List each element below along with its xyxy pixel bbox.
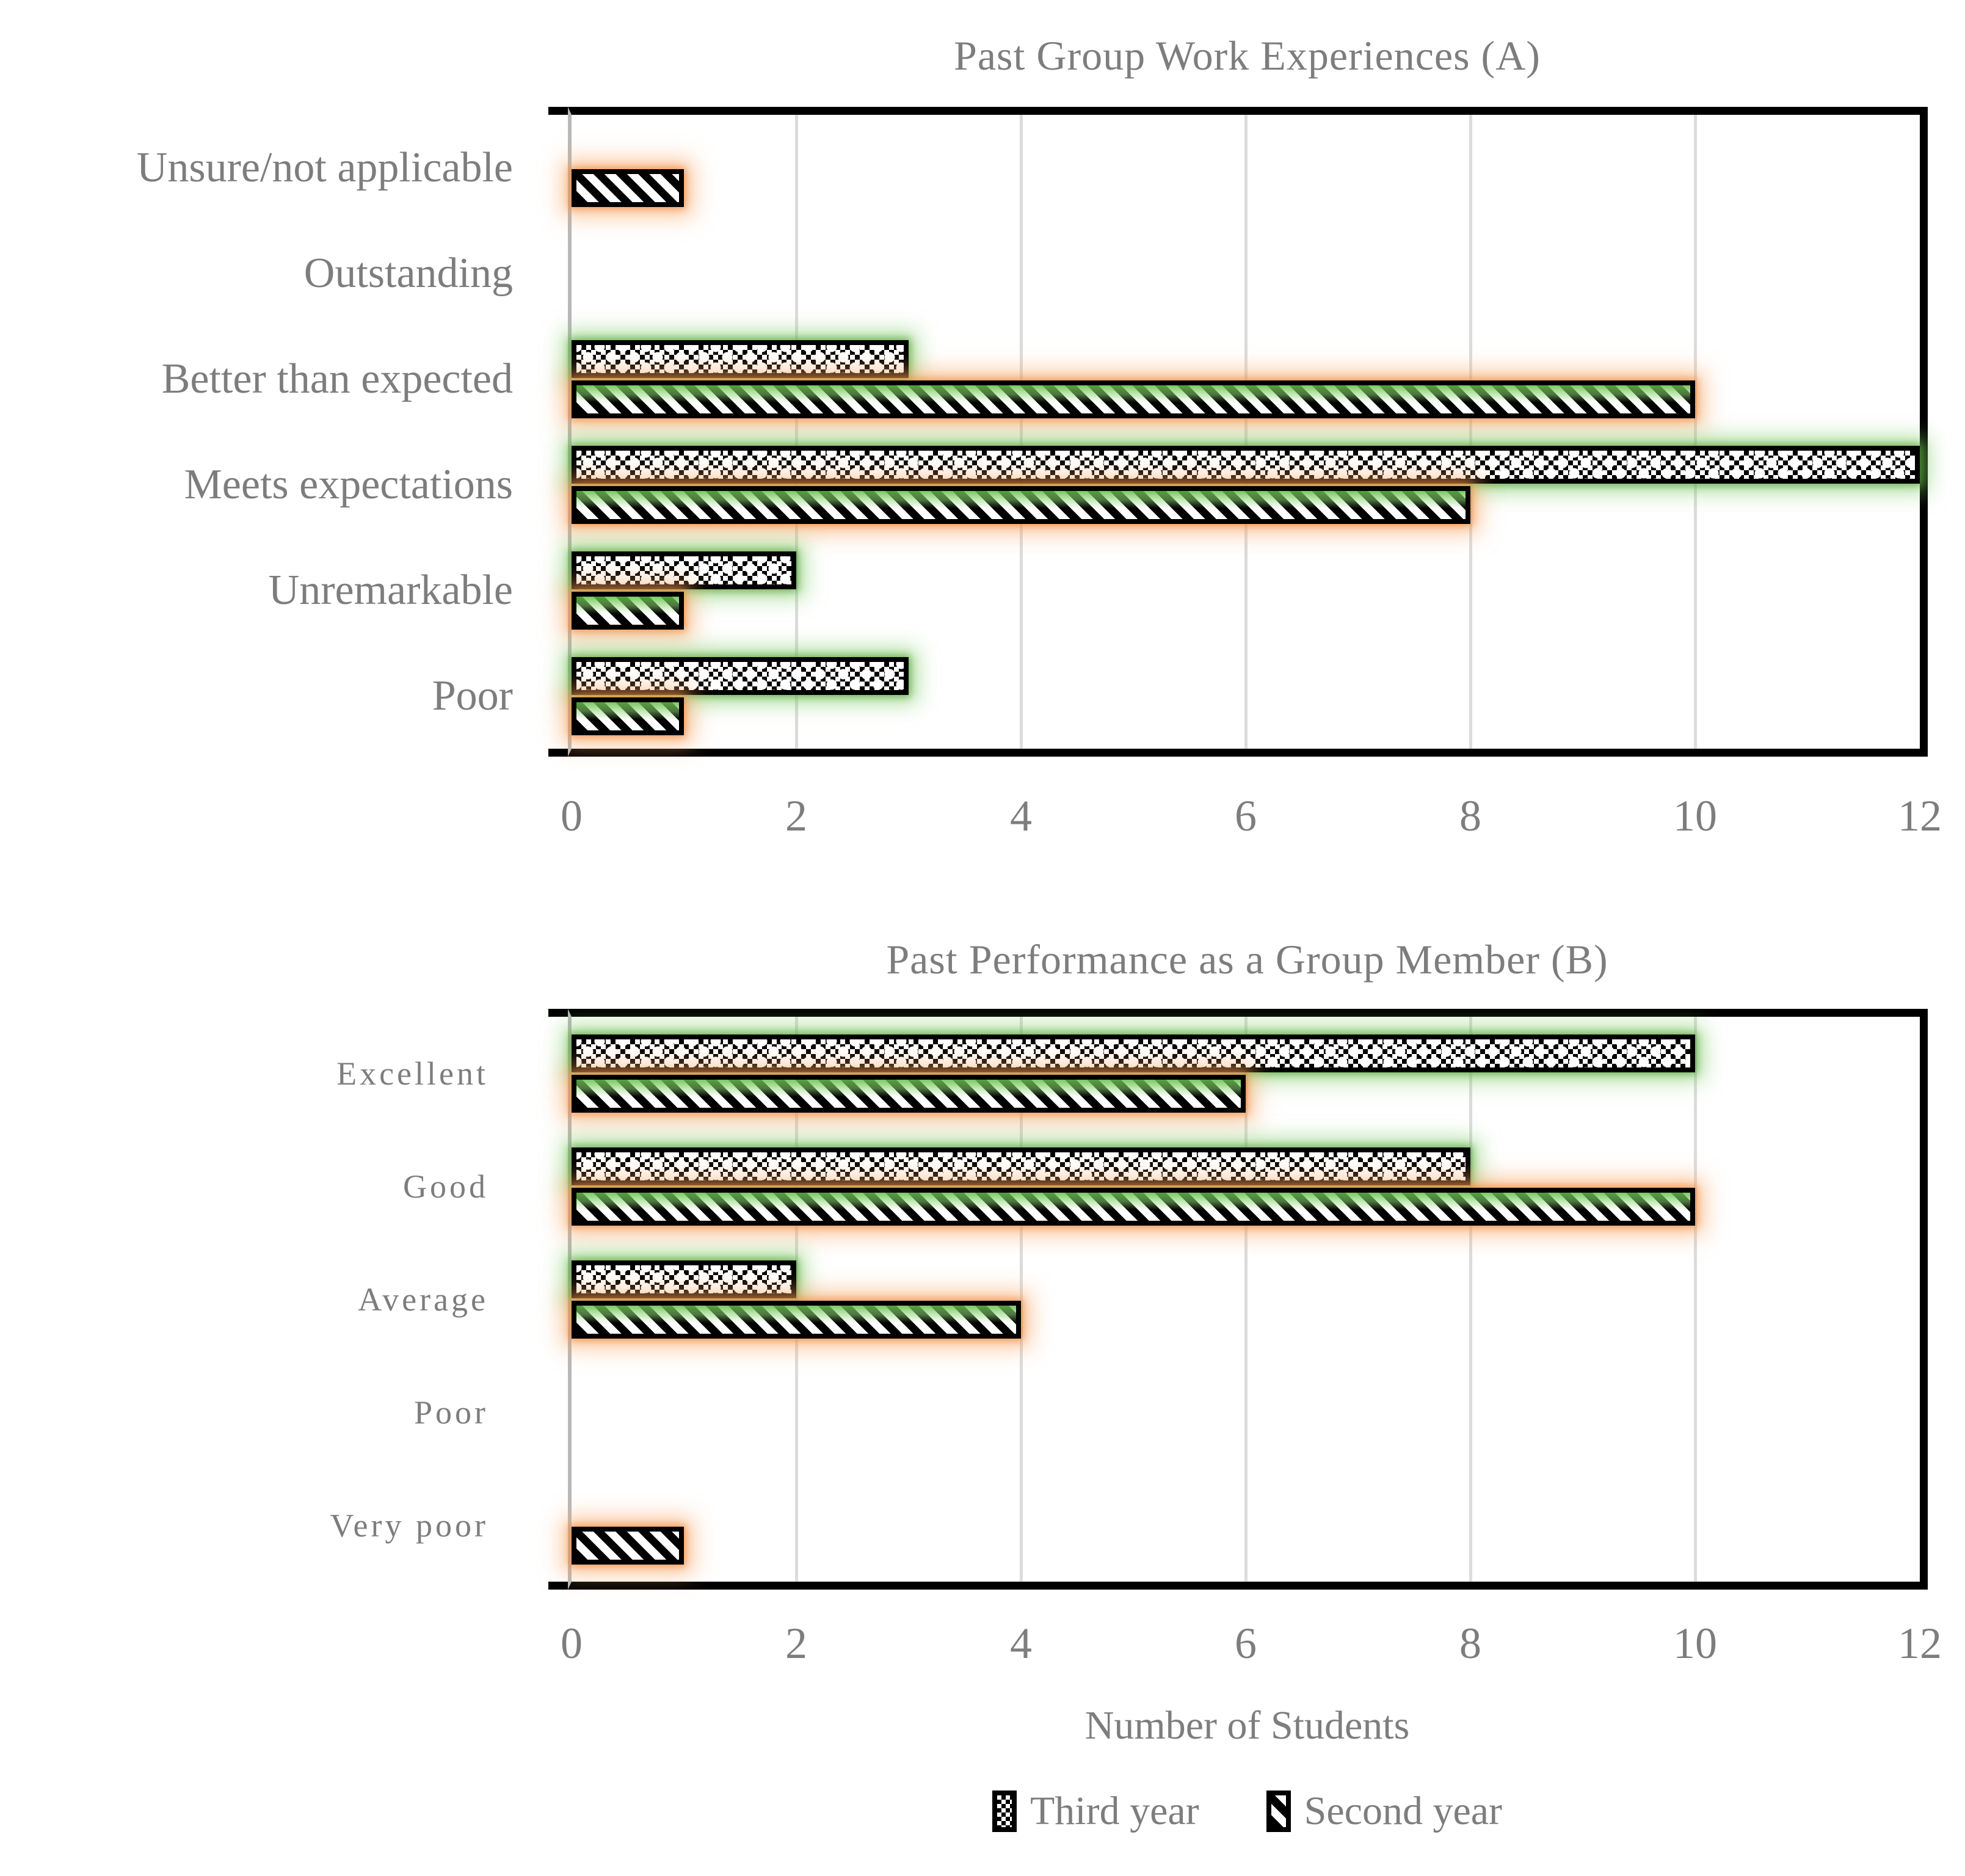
category-label: Poor	[413, 1394, 489, 1431]
chart-b-category-labels: Excellent Good Average Poor Very poor	[0, 1017, 489, 1582]
category-label: Meets expectations	[184, 460, 513, 508]
category-label: Unsure/not applicable	[136, 144, 513, 191]
x-tick-label: 10	[1673, 791, 1717, 840]
category-label: Poor	[432, 672, 513, 719]
third-year-swatch-icon	[992, 1791, 1017, 1832]
bar-second-year	[572, 697, 684, 735]
bar-third-year	[572, 445, 1920, 484]
x-tick-label: 10	[1673, 1619, 1717, 1668]
gridline	[1019, 115, 1023, 749]
x-tick-label: 8	[1459, 791, 1481, 840]
bar-second-year	[572, 1187, 1695, 1226]
bar-second-year	[572, 591, 684, 630]
bar-second-year	[572, 169, 684, 207]
bar-second-year	[572, 380, 1695, 418]
bar-second-year	[572, 1526, 684, 1565]
gridline	[794, 115, 798, 749]
gridline	[1019, 1017, 1023, 1582]
bar-third-year	[572, 551, 796, 589]
bar-second-year	[572, 485, 1470, 524]
category-label: Unremarkable	[268, 566, 513, 614]
chart-a-title: Past Group Work Experiences (A)	[954, 32, 1541, 79]
chart-b-x-axis-ticks: 0 2 4 6 8 10 12	[561, 1618, 1942, 1673]
x-tick-label: 0	[561, 791, 583, 840]
gridline	[1469, 1017, 1472, 1582]
legend-label: Second year	[1304, 1789, 1503, 1833]
chart-a-x-axis-ticks: 0 2 4 6 8 10 12	[561, 791, 1942, 846]
bar-third-year	[572, 1260, 796, 1298]
category-label: Excellent	[336, 1055, 489, 1092]
bar-third-year	[572, 1034, 1695, 1072]
bar-third-year	[572, 340, 909, 378]
legend: Third year Second year	[568, 1788, 1927, 1834]
legend-label: Third year	[1030, 1789, 1199, 1833]
gridline	[1693, 115, 1697, 749]
gridline	[1244, 115, 1248, 749]
x-tick-label: 8	[1459, 1619, 1481, 1668]
gridline	[1469, 115, 1472, 749]
x-tick-label: 12	[1898, 1619, 1942, 1668]
second-year-swatch-icon	[1266, 1791, 1291, 1832]
chart-b-plot-area	[548, 1009, 1928, 1590]
chart-a-plot-area	[548, 107, 1928, 757]
legend-item-third-year: Third year	[992, 1788, 1199, 1834]
chart-a-category-labels: Unsure/not applicable Outstanding Better t…	[0, 115, 513, 749]
x-tick-label: 0	[561, 1619, 583, 1668]
category-label: Outstanding	[303, 249, 513, 297]
bar-third-year	[572, 1147, 1470, 1185]
gridline	[794, 1017, 798, 1582]
bar-second-year	[572, 1300, 1021, 1339]
chart-b-title: Past Performance as a Group Member (B)	[886, 936, 1608, 983]
gridline	[1244, 1017, 1248, 1582]
x-tick-label: 6	[1235, 1619, 1257, 1668]
legend-item-second-year: Second year	[1266, 1788, 1502, 1834]
x-tick-label: 2	[785, 1619, 807, 1668]
x-tick-label: 4	[1010, 791, 1032, 840]
x-tick-label: 6	[1235, 791, 1257, 840]
category-label: Average	[358, 1281, 489, 1318]
category-label: Better than expected	[161, 355, 513, 402]
x-tick-label: 12	[1898, 791, 1942, 840]
x-axis-title: Number of Students	[1084, 1703, 1410, 1748]
bar-second-year	[572, 1074, 1246, 1113]
category-label: Very poor	[330, 1507, 489, 1544]
gridline	[1693, 1017, 1697, 1582]
bar-third-year	[572, 656, 909, 695]
x-tick-label: 2	[785, 791, 807, 840]
x-tick-label: 4	[1010, 1619, 1032, 1668]
category-label: Good	[403, 1168, 489, 1205]
